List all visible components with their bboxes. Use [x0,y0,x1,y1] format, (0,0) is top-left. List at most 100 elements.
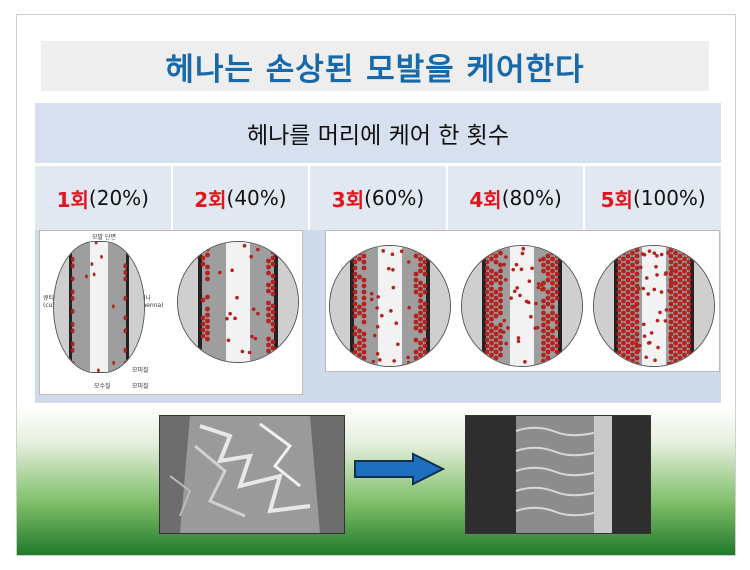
slide-title: 헤나는 손상된 모발을 케어한다 [165,51,585,88]
henna-dot [493,289,499,295]
henna-dot [266,306,271,312]
henna-dot [686,295,692,301]
henna-dot [70,347,75,353]
henna-dot [686,289,692,295]
henna-dot [550,316,555,322]
henna-dot [545,349,551,355]
column-num: 1회 [56,187,89,212]
henna-dot [375,324,380,329]
henna-dot [375,352,380,356]
column-5: 5회 (100%) [585,166,721,230]
henna-dot [686,283,692,289]
henna-dot [484,301,490,307]
henna-dot [413,277,419,283]
henna-dot [616,319,622,325]
henna-dot [123,328,128,334]
henna-dot [484,307,490,313]
henna-dot [638,265,643,270]
henna-dot [70,295,75,301]
henna-dot [502,262,506,267]
henna-dot [489,298,494,304]
column-num: 5회 [600,187,633,212]
henna-dot [616,337,622,343]
henna-dot [489,328,494,334]
henna-dot [502,318,507,323]
henna-dot [673,292,678,298]
henna-dot [422,289,428,295]
henna-dot [396,342,400,347]
henna-dot [361,313,367,319]
henna-dot [123,269,128,275]
henna-dot [361,289,367,295]
henna-dot [200,327,206,333]
henna-dot [682,334,687,340]
henna-dot [70,341,75,347]
henna-dot [266,282,271,288]
henna-dot [352,277,358,283]
henna-dot [226,338,231,343]
henna-dot [682,340,687,346]
henna-dot [394,321,399,326]
henna-dot [504,255,508,259]
henna-dot [256,311,260,316]
henna-dot [677,265,683,271]
henna-dot [97,368,100,372]
henna-dot [677,343,683,349]
henna-dot [493,343,499,349]
henna-dot [625,295,631,301]
henna-dot [515,286,519,290]
henna-dot [399,249,404,254]
column-3: 3회 (60%) [310,166,448,230]
henna-dot [545,271,551,277]
henna-dot [682,280,687,286]
henna-dot [418,316,423,322]
henna-dot [489,268,494,274]
henna-dot [266,258,271,264]
henna-dot [520,251,525,256]
henna-dot [630,346,635,352]
henna-dot [677,277,683,283]
henna-dot [361,307,367,313]
henna-dot [413,355,419,361]
hair-diagram-3 [329,245,451,367]
henna-dot [554,283,560,289]
henna-dot [637,343,642,348]
column-4: 4회 (80%) [447,166,586,230]
henna-dot [484,283,490,289]
henna-dot [621,268,626,274]
henna-dot [673,262,678,268]
henna-dot [230,268,234,273]
henna-dot [498,334,503,340]
henna-dot [616,277,622,283]
henna-dot [686,325,692,331]
henna-dot [686,271,692,277]
henna-dot [550,298,555,304]
henna-dot [521,246,526,251]
henna-dot [541,352,546,358]
henna-dot [392,359,396,363]
henna-dot [270,315,276,321]
henna-dot [270,291,276,297]
henna-dot [554,313,560,319]
henna-dot [266,270,271,276]
column-pct: (80%) [501,186,562,210]
henna-dot [352,313,358,319]
henna-dot [541,304,546,310]
henna-dot [630,292,635,298]
henna-dot [371,359,376,364]
henna-dot [270,279,276,285]
henna-dot [630,262,635,268]
column-pct: (40%) [226,186,287,210]
henna-dot [682,304,687,310]
henna-dot [361,283,367,289]
henna-dot [625,283,631,289]
henna-dot [498,322,503,328]
henna-dot [422,271,428,277]
henna-dot [634,259,640,265]
henna-dot [422,259,428,265]
henna-dot [484,259,490,265]
henna-dot [616,307,622,313]
henna-dot [545,343,551,349]
henna-dot [376,295,380,299]
henna-dot [682,346,687,352]
